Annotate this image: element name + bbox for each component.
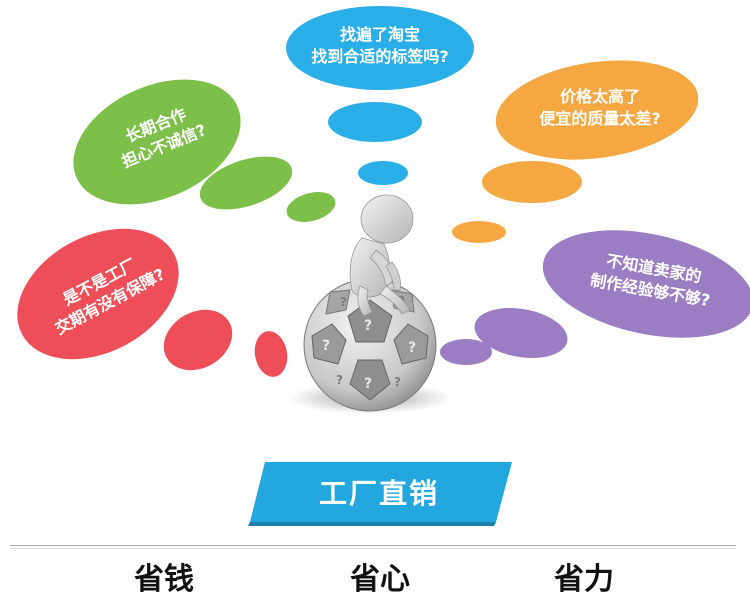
bubble-dot: [474, 307, 568, 359]
bubble-main: [17, 228, 179, 360]
bubble-main: [542, 230, 750, 338]
bubble-line: 价格太高了: [559, 87, 640, 106]
bubble-dot: [452, 221, 506, 243]
banner: 工厂直销: [248, 460, 510, 524]
question-ball-icon: ? ? ? ? ? ? ? ?: [303, 278, 437, 412]
banner-label: 工厂直销: [318, 477, 439, 510]
bubble-dot: [286, 192, 336, 222]
bubble-main: [495, 60, 699, 160]
bubble-line: 便宜的质量太差?: [539, 109, 661, 128]
bubble-top-right: [452, 60, 699, 243]
bubble-lower-left: [17, 228, 288, 377]
svg-text:?: ?: [394, 375, 401, 389]
svg-text:?: ?: [408, 340, 416, 356]
svg-text:?: ?: [336, 373, 343, 387]
bubble-dot: [358, 161, 408, 185]
divider-line: [10, 545, 736, 546]
bubble-dot: [328, 102, 422, 142]
footer-item-save-money: 省钱: [134, 562, 194, 597]
bubble-dot: [163, 309, 233, 371]
svg-text:?: ?: [364, 376, 372, 392]
bubble-dot: [254, 331, 288, 377]
svg-text:?: ?: [364, 318, 372, 334]
bubble-text-top-center: 找遍了淘宝 找到合适的标签吗?: [300, 24, 460, 68]
svg-text:?: ?: [322, 338, 330, 354]
bubble-upper-left: [73, 79, 336, 222]
footer-item-peace-of-mind: 省心: [350, 562, 410, 597]
bubble-lower-right: [440, 230, 750, 365]
footer-item-save-effort: 省力: [554, 562, 614, 597]
bubble-dot: [199, 156, 293, 210]
bubble-dot: [482, 161, 582, 203]
bubble-top-center: [286, 6, 474, 185]
bubble-line: 找到合适的标签吗?: [311, 47, 449, 66]
svg-text:?: ?: [340, 295, 347, 309]
thinking-person-icon: [349, 194, 414, 317]
bubble-text-top-right: 价格太高了 便宜的质量太差?: [520, 86, 680, 130]
bubble-main: [73, 79, 241, 205]
bubble-main: [286, 6, 474, 90]
banner-background: [250, 462, 512, 522]
bubble-line: 找遍了淘宝: [339, 25, 420, 44]
bubble-dot: [440, 339, 492, 365]
divider-line: [10, 548, 736, 549]
banner-shadow: [248, 522, 496, 526]
